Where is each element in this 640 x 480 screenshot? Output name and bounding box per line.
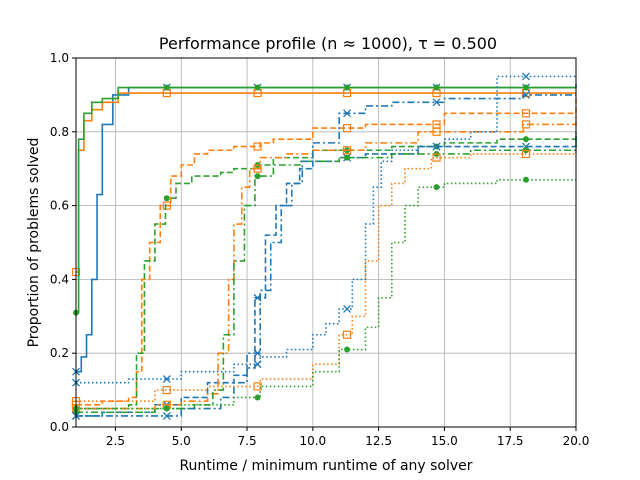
series-8 <box>72 90 576 420</box>
data-point <box>342 124 352 133</box>
series-line <box>76 86 576 314</box>
x-axis: 2.5 5.0 7.5 10.0 12.5 15.0 17.5 20.0 <box>106 427 589 448</box>
y-tick-label: 0.2 <box>50 346 69 360</box>
series-1 <box>71 88 576 277</box>
data-point <box>521 120 531 129</box>
data-point <box>521 109 531 118</box>
data-point <box>433 84 440 91</box>
y-tick-label: 0.4 <box>50 272 69 286</box>
y-axis-label: Proportion of problems solved <box>26 138 42 348</box>
axes-frame <box>75 57 577 428</box>
y-axis: 0.0 0.2 0.4 0.6 0.8 1.0 <box>50 51 76 434</box>
series-10 <box>71 149 577 406</box>
data-point <box>253 382 262 391</box>
data-point <box>343 304 352 313</box>
data-point <box>254 173 261 180</box>
data-point <box>342 146 352 155</box>
data-point <box>433 184 440 191</box>
data-point <box>344 154 351 161</box>
y-tick-label: 1.0 <box>50 51 69 65</box>
data-point <box>432 142 441 151</box>
chart-title: Performance profile (n ≈ 1000), τ = 0.50… <box>159 34 497 53</box>
data-point <box>344 84 351 91</box>
series-line <box>76 117 577 410</box>
data-point <box>432 98 441 107</box>
data-point <box>162 386 171 395</box>
series-3 <box>71 98 577 409</box>
x-axis-label: Runtime / minimum runtime of any solver <box>179 458 472 474</box>
data-point <box>523 176 529 183</box>
series-5 <box>72 135 577 420</box>
data-point <box>521 149 531 159</box>
x-tick-label: 7.5 <box>238 434 257 448</box>
x-tick-label: 17.5 <box>497 434 524 448</box>
series-4 <box>73 131 577 412</box>
data-point <box>432 127 441 136</box>
data-point <box>432 153 441 162</box>
data-point <box>523 136 529 143</box>
series-line <box>76 135 577 414</box>
plot-area <box>71 72 577 420</box>
data-point <box>344 346 351 353</box>
data-point <box>162 375 171 383</box>
data-point <box>254 394 261 401</box>
series-line <box>76 131 577 410</box>
data-point <box>162 201 171 210</box>
x-tick-label: 10.0 <box>299 434 326 448</box>
data-point <box>522 72 530 81</box>
data-point <box>162 411 171 420</box>
data-point <box>522 90 530 99</box>
y-tick-label: 0.8 <box>50 125 69 139</box>
data-point <box>253 142 262 151</box>
series-2 <box>73 84 576 316</box>
series-line <box>76 178 576 410</box>
series-11 <box>73 176 576 412</box>
x-tick-label: 2.5 <box>106 434 125 448</box>
series-line <box>76 92 576 273</box>
data-point <box>163 84 170 91</box>
series-line <box>76 98 577 406</box>
x-tick-label: 15.0 <box>431 434 458 448</box>
data-point <box>163 195 170 202</box>
series-line <box>76 135 577 417</box>
series-line <box>76 94 576 417</box>
y-tick-label: 0.0 <box>50 420 69 434</box>
x-tick-label: 5.0 <box>172 434 191 448</box>
series-9 <box>72 72 576 387</box>
data-point <box>253 360 262 369</box>
series-7 <box>73 135 577 416</box>
series-line <box>76 150 577 402</box>
data-point <box>253 164 262 173</box>
data-point <box>254 84 261 91</box>
x-tick-label: 12.5 <box>365 434 392 448</box>
series-line <box>76 75 576 384</box>
x-tick-label: 20.0 <box>563 434 590 448</box>
y-tick-label: 0.6 <box>50 199 69 213</box>
data-point <box>253 349 262 358</box>
data-point <box>163 405 170 412</box>
data-point <box>523 84 529 91</box>
data-point <box>342 330 352 339</box>
data-point <box>343 109 352 118</box>
